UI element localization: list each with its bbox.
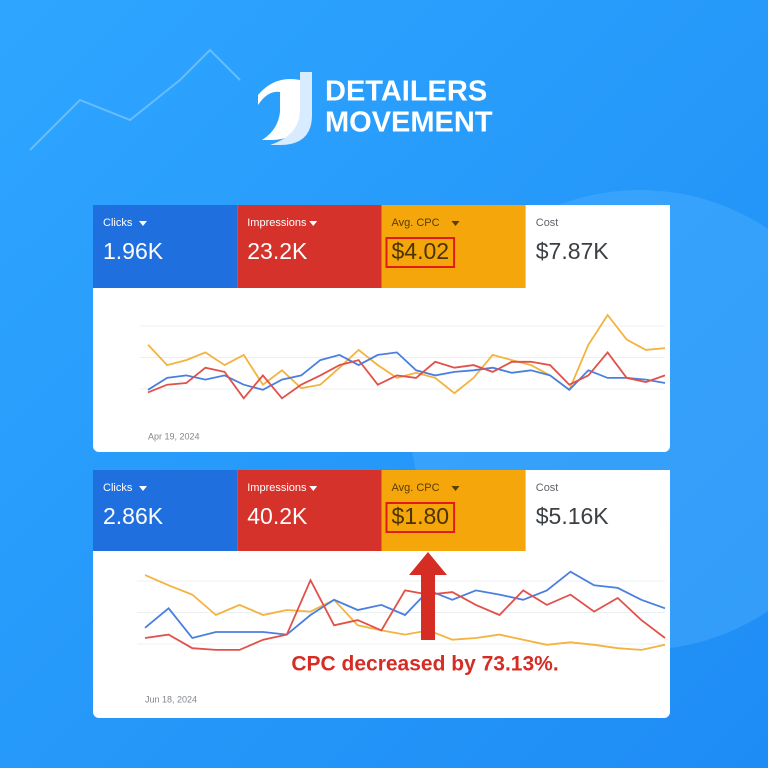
metric-value: 40.2K — [247, 503, 308, 529]
metric-tile — [93, 205, 238, 288]
metric-label: Cost — [536, 217, 559, 229]
metric-value: $1.80 — [392, 503, 450, 529]
dropdown-icon — [451, 486, 460, 491]
date-label: Jun 18, 2024 — [145, 694, 197, 704]
data-line — [144, 574, 666, 651]
logo-mark — [258, 72, 312, 145]
dropdown-icon — [139, 221, 147, 226]
metric-value: $7.87K — [536, 238, 610, 264]
metric-tile — [93, 470, 238, 551]
dropdown-icon — [309, 221, 318, 226]
metric-value: $4.02 — [392, 238, 450, 264]
brand-line: MOVEMENT — [325, 107, 493, 139]
metric-value: 2.86K — [103, 503, 164, 529]
deco-arrow — [29, 48, 241, 151]
annotation: CPC decreased by 73.13%. — [291, 653, 558, 676]
metric-value: $5.16K — [536, 503, 610, 529]
data-line — [144, 570, 666, 640]
metric-value: 1.96K — [103, 238, 164, 264]
data-line — [144, 578, 666, 651]
metric-tile — [525, 470, 670, 551]
metric-label: Impressions — [247, 482, 307, 494]
date-label: Apr 19, 2024 — [148, 431, 200, 441]
metric-label: Cost — [536, 482, 559, 494]
metric-tile — [525, 205, 670, 288]
dropdown-icon — [139, 486, 147, 491]
metric-value: 23.2K — [247, 238, 308, 264]
highlight-box — [385, 237, 456, 268]
brand-line: DETAILERS — [325, 76, 487, 108]
dropdown-icon — [451, 221, 460, 226]
data-line — [147, 313, 666, 395]
metric-tile — [237, 470, 382, 551]
dropdown-icon — [309, 486, 318, 491]
highlight-box — [385, 502, 456, 533]
metric-label: Clicks — [103, 482, 133, 494]
metric-label: Clicks — [103, 217, 133, 229]
metric-label: Avg. CPC — [392, 217, 440, 229]
data-line — [147, 350, 666, 400]
metric-label: Impressions — [247, 217, 307, 229]
metric-tile — [237, 205, 382, 288]
metric-label: Avg. CPC — [392, 482, 440, 494]
arrow — [409, 552, 447, 640]
